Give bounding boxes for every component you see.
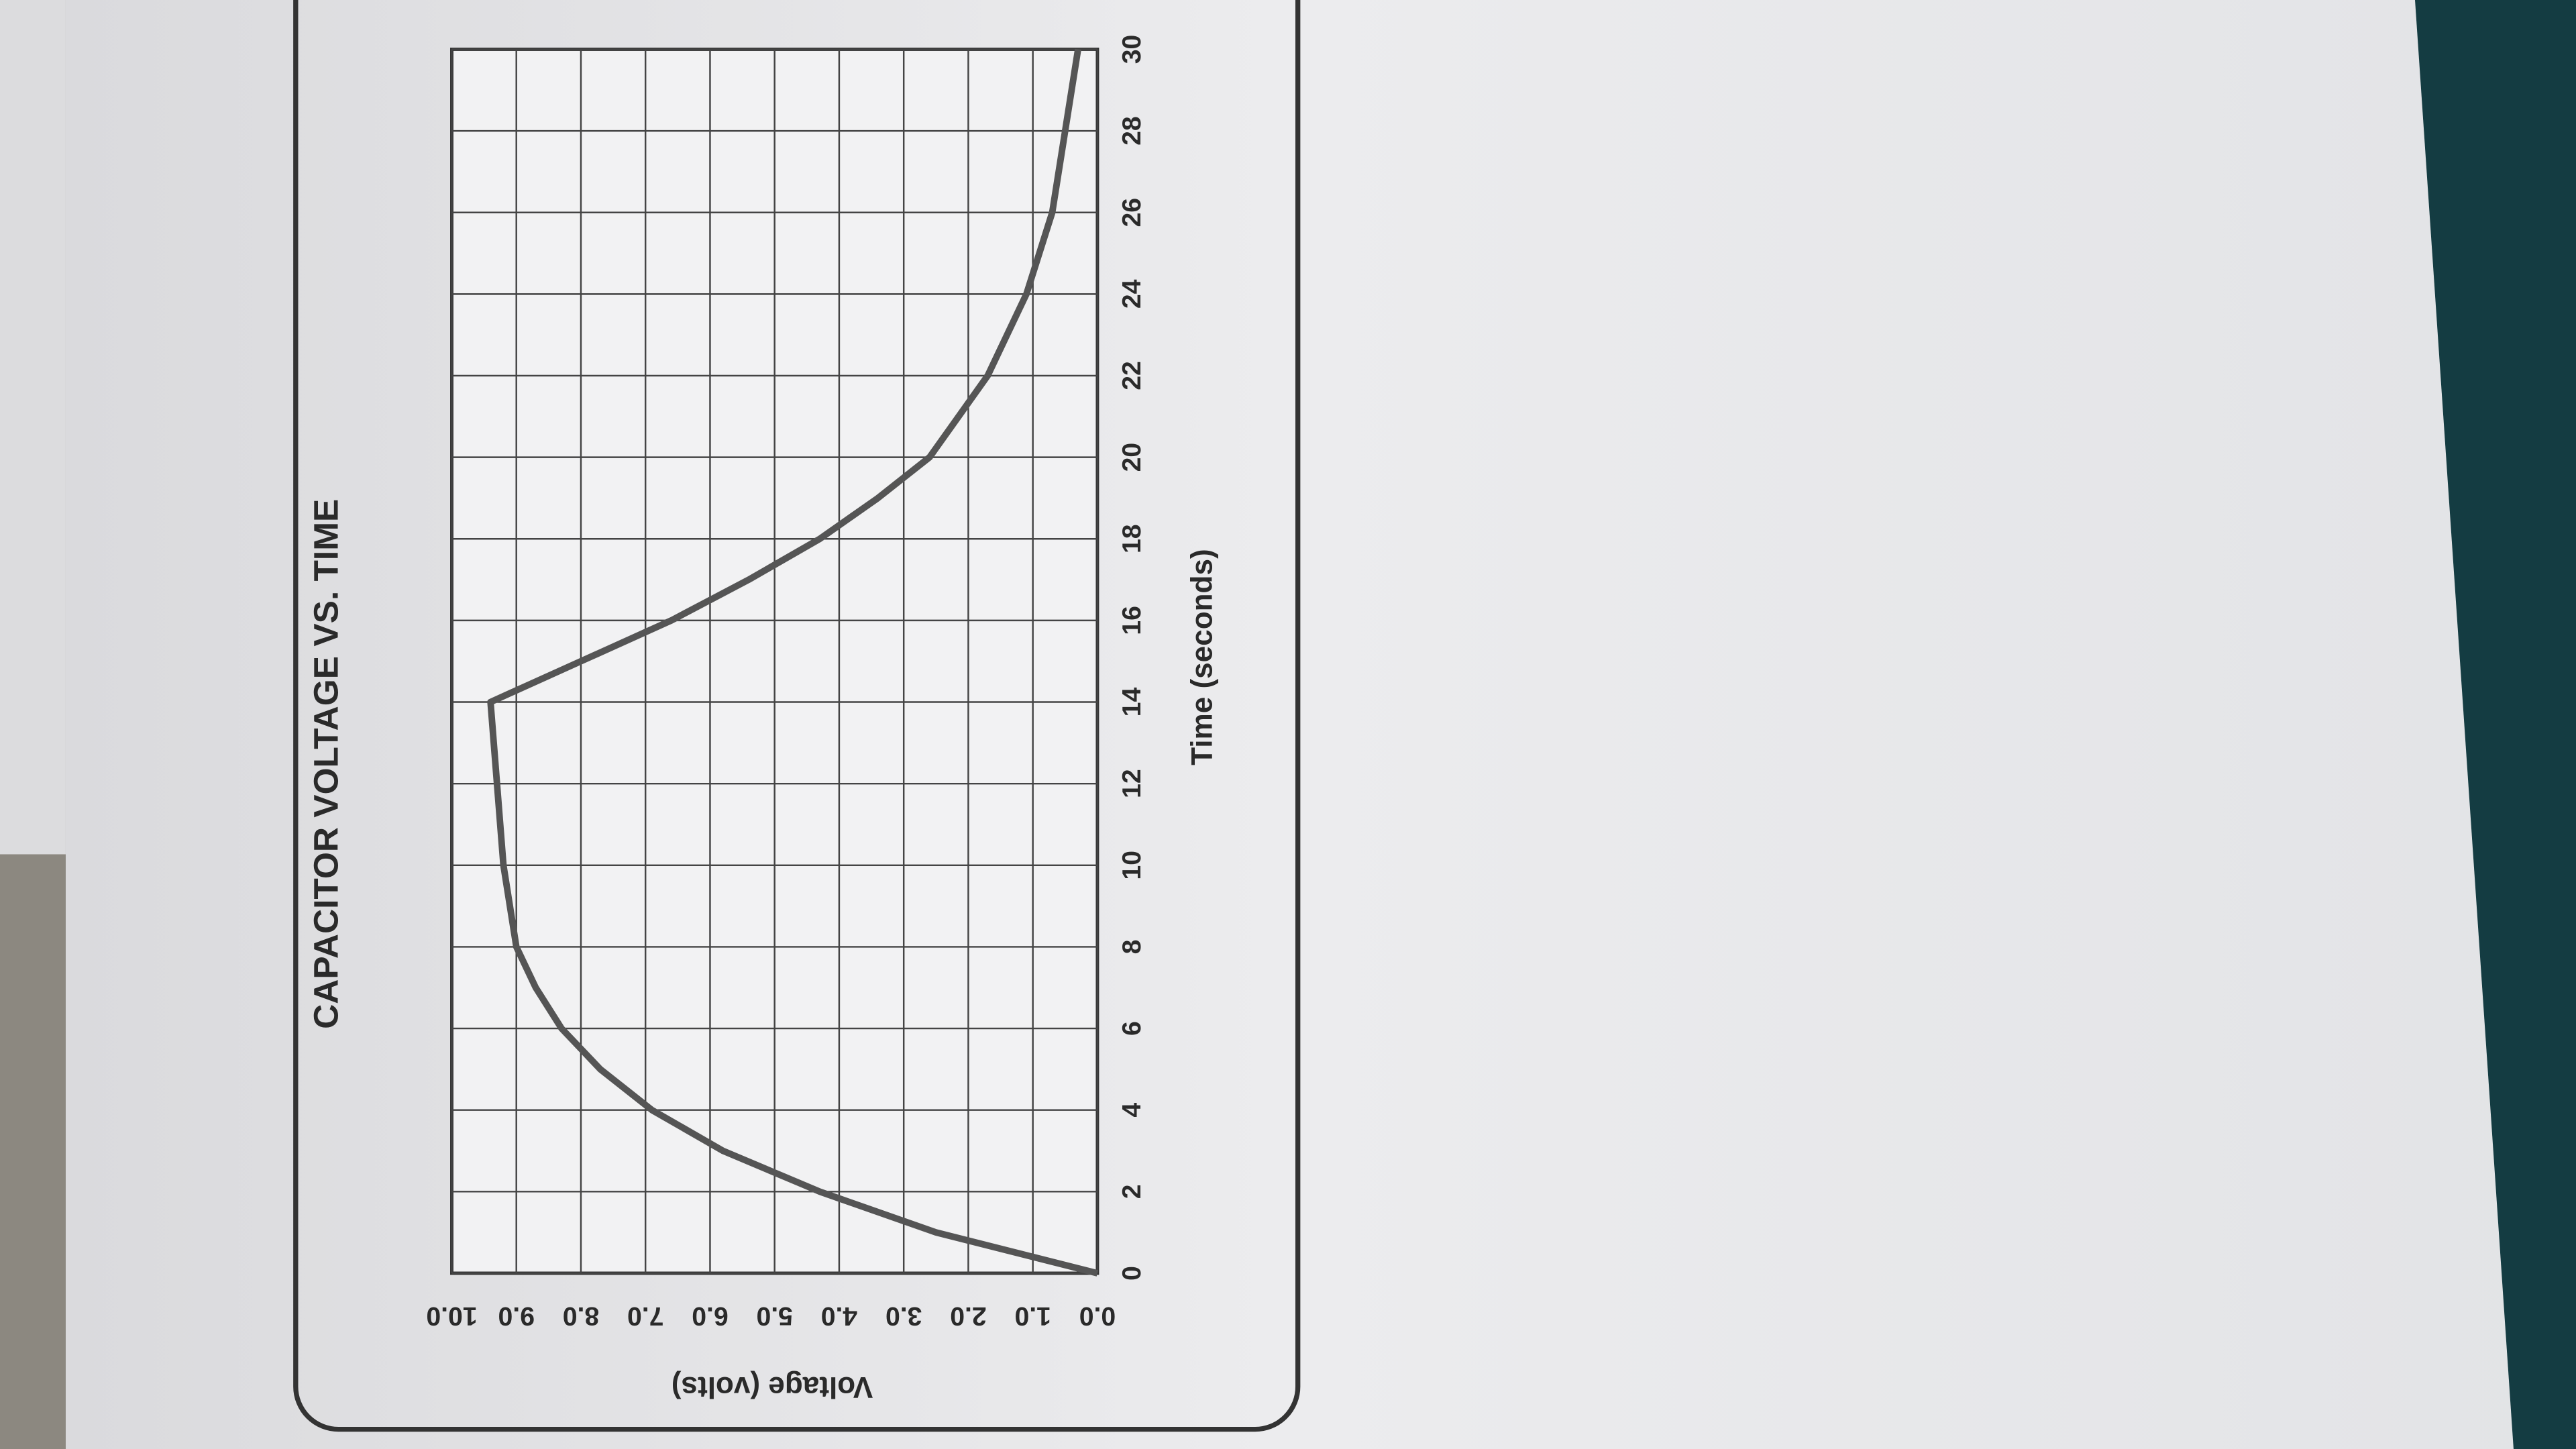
x-tick-label: 20	[1118, 443, 1146, 472]
y-tick-label: 3.0	[885, 1301, 922, 1330]
x-tick-label: 12	[1118, 769, 1146, 798]
x-tick-label: 30	[1118, 35, 1146, 64]
x-tick-label: 0	[1118, 1266, 1146, 1281]
other-sheet	[0, 0, 66, 855]
x-tick-label: 4	[1118, 1103, 1146, 1118]
x-tick-label: 10	[1118, 851, 1146, 880]
y-tick-label: 5.0	[756, 1301, 792, 1330]
x-tick-label: 8	[1118, 940, 1146, 955]
chart: CAPACITOR VOLTAGE VS. TIME Time (seconds…	[306, 35, 1218, 1403]
y-tick-label: 2.0	[950, 1301, 986, 1330]
y-tick-label: 9.0	[498, 1301, 534, 1330]
y-tick-label: 7.0	[627, 1301, 663, 1330]
x-tick-label: 6	[1118, 1021, 1146, 1036]
chart-frame	[293, 0, 1301, 1432]
x-tick-label: 16	[1118, 606, 1146, 635]
y-tick-label: 6.0	[692, 1301, 728, 1330]
x-tick-label: 2	[1118, 1184, 1146, 1199]
y-tick-label: 10.0	[426, 1301, 477, 1330]
x-axis-label: Time (seconds)	[1186, 549, 1219, 765]
background-edge	[2415, 0, 2576, 1449]
y-tick-label: 1.0	[1014, 1301, 1051, 1330]
y-tick-label: 8.0	[563, 1301, 599, 1330]
x-tick-label: 28	[1118, 116, 1146, 146]
y-tick-label: 0.0	[1079, 1301, 1116, 1330]
x-tick-label: 26	[1118, 198, 1146, 227]
x-tick-label: 24	[1118, 279, 1146, 309]
data-line	[487, 48, 1099, 1277]
y-tick-label: 4.0	[821, 1301, 857, 1330]
x-tick-label: 14	[1118, 688, 1146, 717]
chart-title: CAPACITOR VOLTAGE VS. TIME	[306, 499, 345, 1029]
y-axis-label: Voltage (volts)	[672, 1371, 873, 1403]
x-tick-label: 18	[1118, 524, 1146, 553]
x-tick-label: 22	[1118, 361, 1146, 390]
